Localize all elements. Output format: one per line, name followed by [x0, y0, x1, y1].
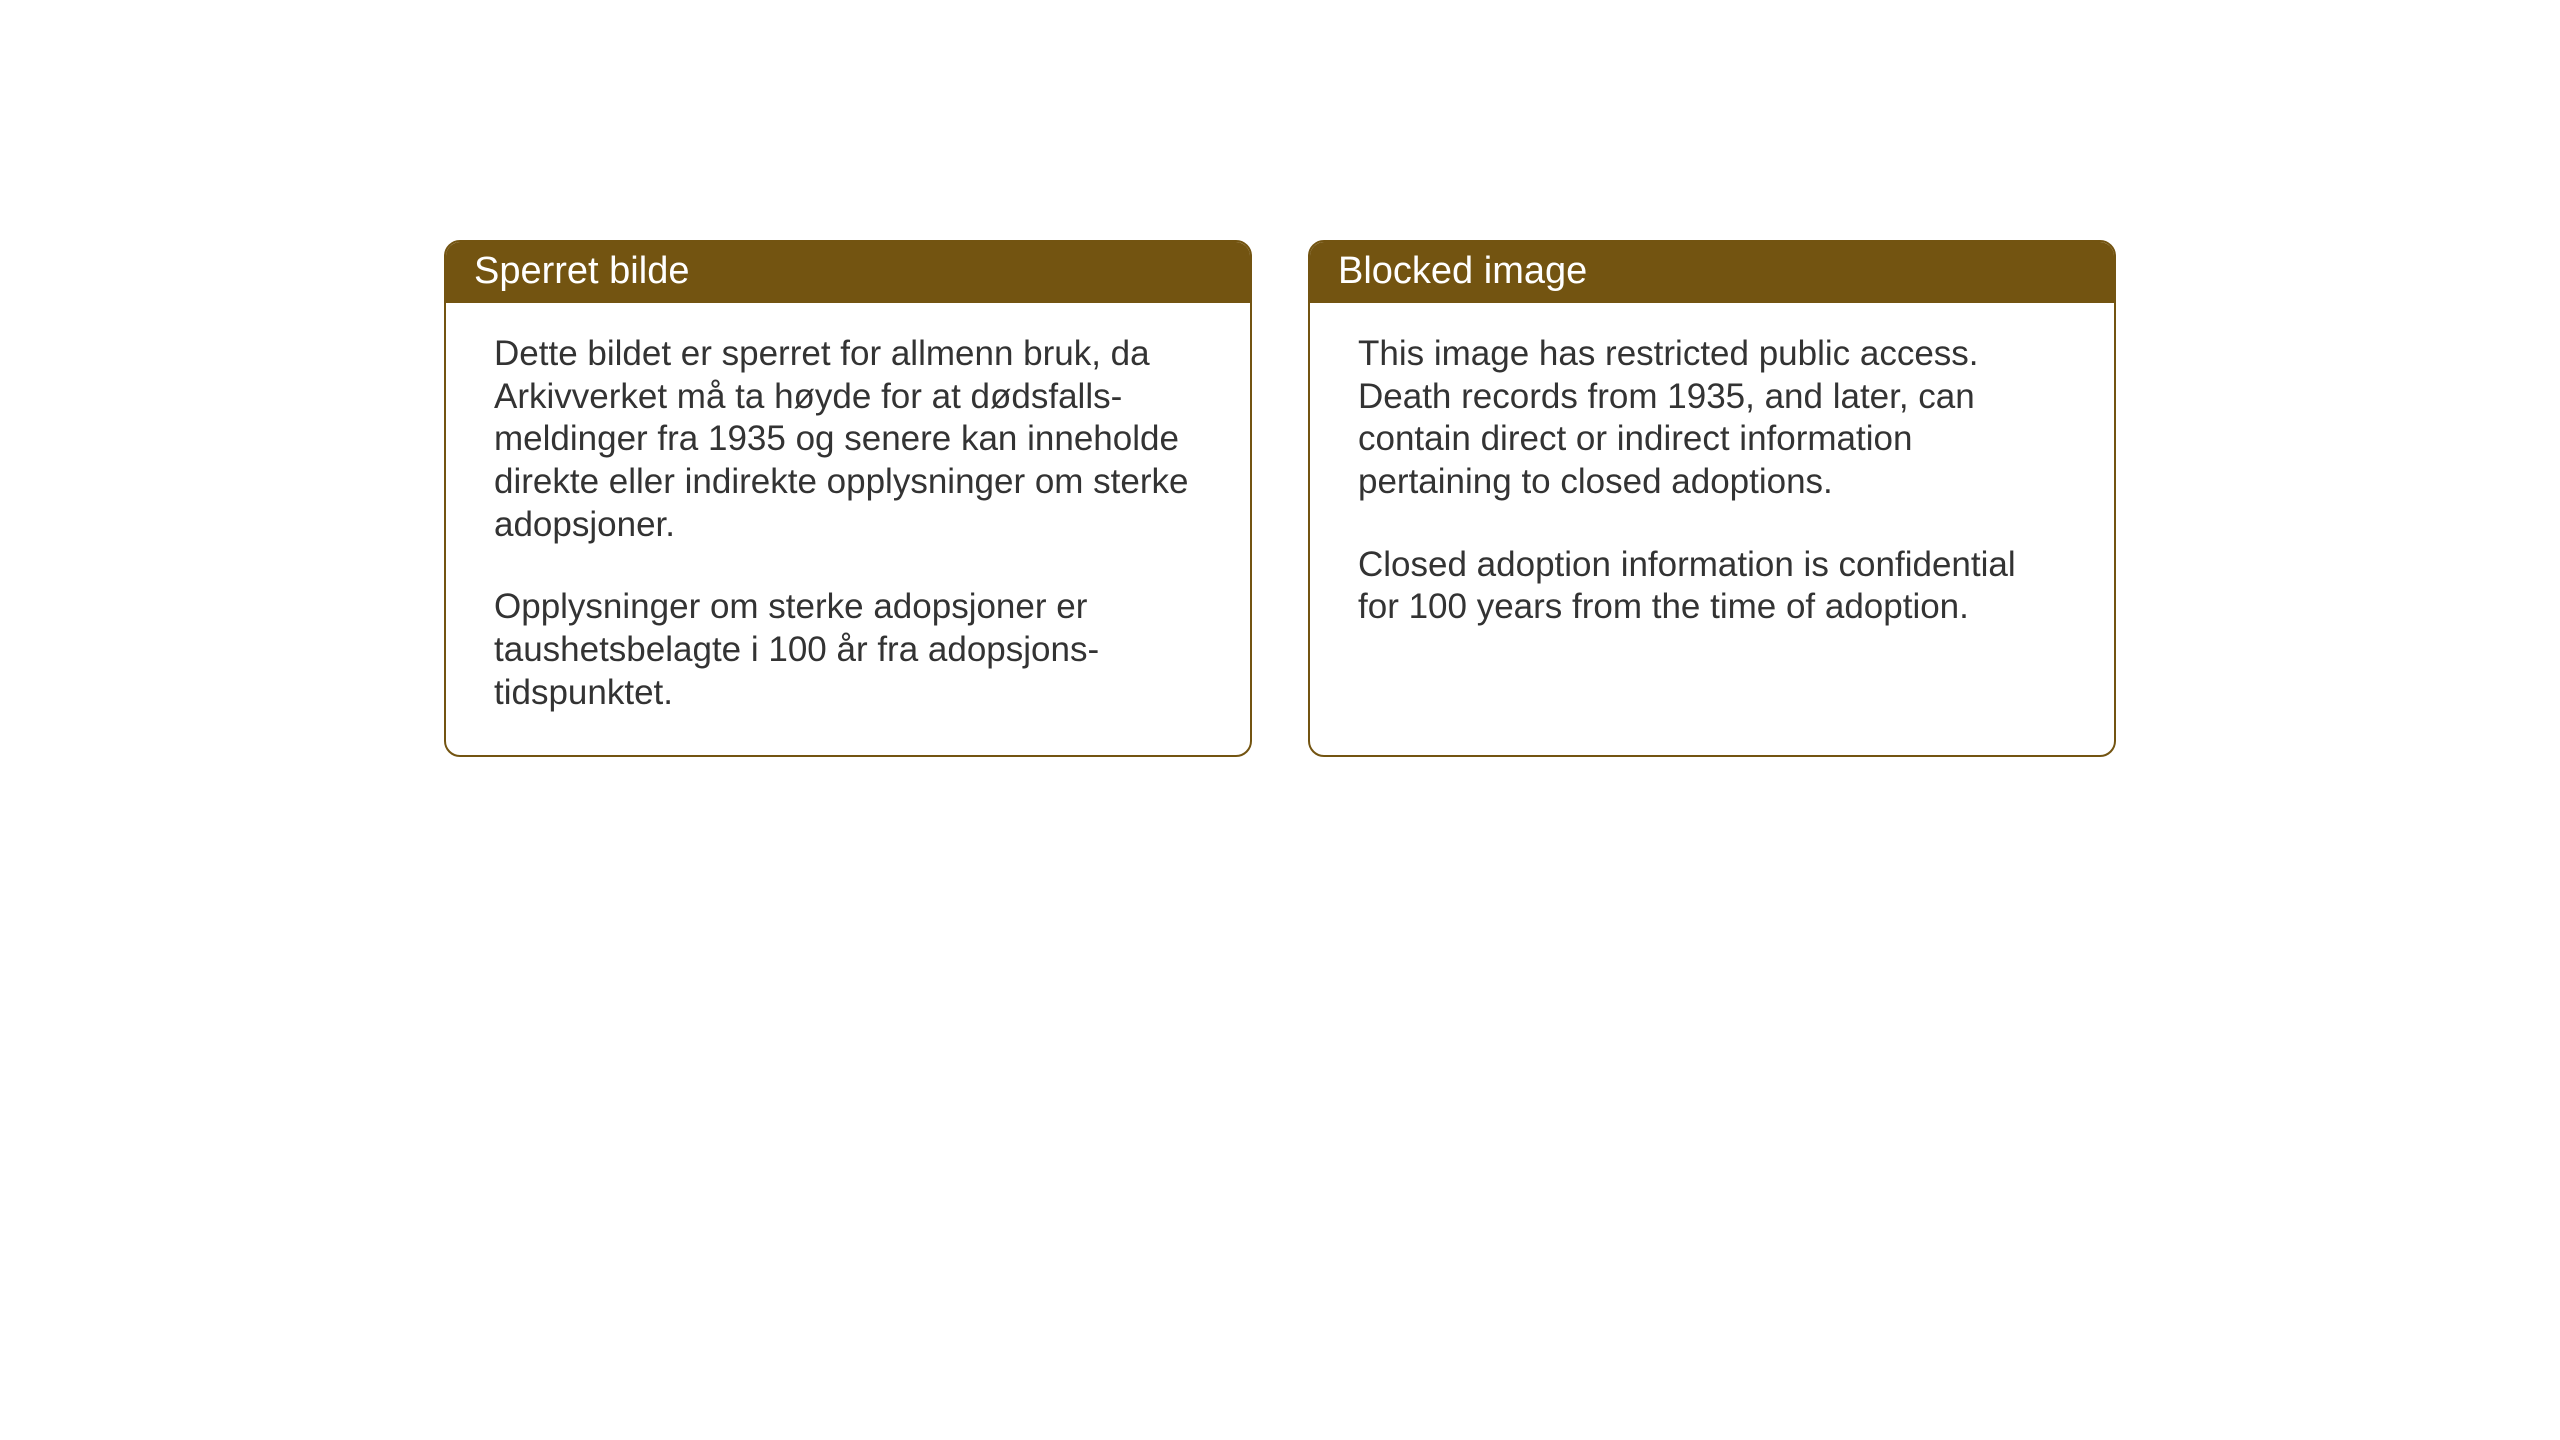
cards-container: Sperret bilde Dette bildet er sperret fo… — [444, 240, 2116, 757]
paragraph-norwegian-1: Dette bildet er sperret for allmenn bruk… — [494, 333, 1202, 546]
paragraph-norwegian-2: Opplysninger om sterke adopsjoner er tau… — [494, 586, 1202, 714]
paragraph-english-2: Closed adoption information is confident… — [1358, 544, 2066, 629]
card-body-english: This image has restricted public access.… — [1310, 303, 2114, 723]
paragraph-english-1: This image has restricted public access.… — [1358, 333, 2066, 504]
card-body-norwegian: Dette bildet er sperret for allmenn bruk… — [446, 303, 1250, 755]
card-header-english: Blocked image — [1310, 242, 2114, 303]
card-english: Blocked image This image has restricted … — [1308, 240, 2116, 757]
card-header-norwegian: Sperret bilde — [446, 242, 1250, 303]
card-norwegian: Sperret bilde Dette bildet er sperret fo… — [444, 240, 1252, 757]
